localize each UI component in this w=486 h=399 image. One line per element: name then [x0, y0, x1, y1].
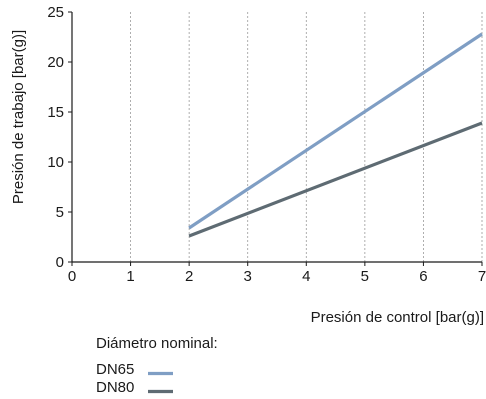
- legend-title: Diámetro nominal:: [96, 335, 218, 352]
- legend-label-dn65: DN65: [96, 361, 134, 378]
- x-tick-label-7: 7: [478, 268, 486, 285]
- series-line-dn80: [188, 121, 483, 238]
- x-tick-label-4: 4: [302, 268, 310, 285]
- grid-lines: [130, 12, 483, 262]
- x-tick-label-5: 5: [361, 268, 369, 285]
- axes: [71, 12, 482, 263]
- x-tick-label-0: 0: [68, 268, 76, 285]
- x-tick-label-1: 1: [126, 268, 134, 285]
- legend-label-dn80: DN80: [96, 379, 134, 396]
- ticks: 0 1 2 3 4 5 6 7 0 5 10 15 20 25: [47, 4, 486, 285]
- series-lines: [188, 32, 483, 238]
- x-tick-label-3: 3: [244, 268, 252, 285]
- y-tick-label-25: 25: [47, 4, 64, 21]
- y-tick-label-20: 20: [47, 54, 64, 71]
- y-tick-label-15: 15: [47, 104, 64, 121]
- series-line-dn65: [188, 32, 483, 230]
- y-tick-label-0: 0: [56, 254, 64, 271]
- x-axis-title: Presión de control [bar(g)]: [311, 309, 484, 326]
- y-tick-label-5: 5: [56, 204, 64, 221]
- y-tick-label-10: 10: [47, 154, 64, 171]
- x-tick-label-6: 6: [419, 268, 427, 285]
- x-tick-label-2: 2: [185, 268, 193, 285]
- y-axis-title: Presión de trabajo [bar(g)]: [10, 30, 27, 204]
